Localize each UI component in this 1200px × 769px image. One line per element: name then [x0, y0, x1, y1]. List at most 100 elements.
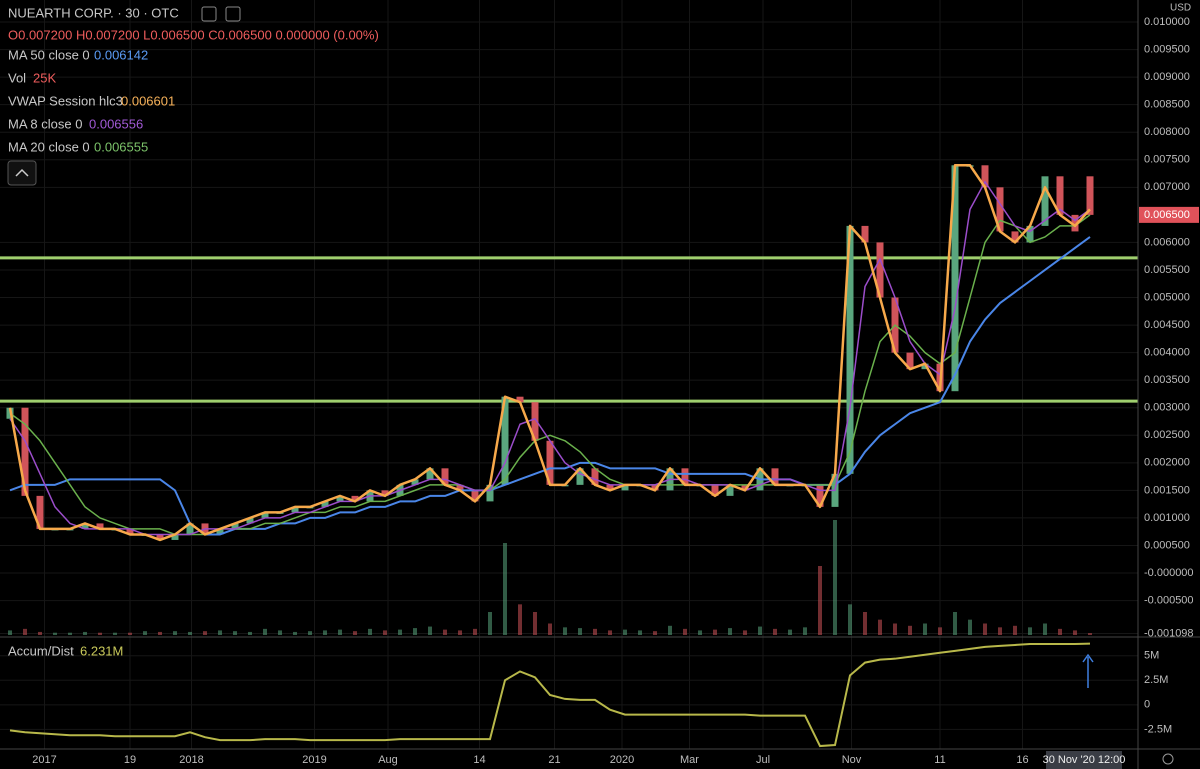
volume-bar — [128, 632, 132, 635]
legend-value: 0.006601 — [121, 93, 175, 108]
candle — [426, 468, 434, 480]
x-tick-label: 16 — [1016, 754, 1028, 766]
volume-bar — [383, 630, 387, 635]
volume-bar — [143, 631, 147, 635]
volume-bar — [938, 627, 942, 635]
candle — [1086, 176, 1094, 215]
candle — [456, 484, 464, 491]
candle — [681, 468, 689, 485]
x-tick-label: 2018 — [179, 754, 203, 766]
x-tick-label: 19 — [124, 754, 136, 766]
candle — [996, 187, 1004, 232]
candle — [1056, 176, 1064, 215]
ad-tick-label: 0 — [1144, 699, 1150, 711]
volume-bar — [1058, 628, 1062, 635]
plot — [0, 164, 1138, 748]
indicator-line — [8, 164, 1091, 542]
y-tick-label: -0.001098 — [1144, 627, 1194, 639]
x-tick-label: Aug — [378, 754, 398, 766]
y-tick-label: 0.006000 — [1144, 236, 1190, 248]
candle — [591, 468, 599, 485]
y-tick-label: -0.000000 — [1144, 567, 1194, 579]
volume-bar — [218, 630, 222, 635]
volume-bar — [578, 628, 582, 635]
volume-bar — [323, 630, 327, 635]
y-tick-label: 0.002000 — [1144, 457, 1190, 469]
volume-bar — [518, 604, 522, 635]
ohlc-text: O0.007200 H0.007200 L0.006500 C0.006500 … — [8, 27, 379, 42]
settings-icon[interactable] — [225, 6, 241, 22]
candle — [336, 495, 344, 502]
volume-bar — [38, 631, 42, 635]
candle — [381, 490, 389, 496]
indicator-line — [9, 181, 1091, 536]
volume-bar — [428, 626, 432, 635]
volume-bar — [353, 631, 357, 635]
candle — [231, 523, 239, 529]
candle — [546, 440, 554, 485]
candle — [411, 479, 419, 485]
volume-bar — [608, 630, 612, 635]
legend-name: MA 50 close 0 — [8, 47, 90, 62]
x-tick-label: Jul — [756, 754, 770, 766]
candle — [471, 490, 479, 502]
eye-icon[interactable] — [201, 6, 217, 22]
candle — [516, 396, 524, 403]
y-tick-label: 0.003500 — [1144, 374, 1190, 386]
volume-bar — [1073, 630, 1077, 635]
volume-bar — [398, 629, 402, 635]
collapse-icon — [15, 168, 29, 177]
legend-name: MA 20 close 0 — [8, 139, 90, 154]
volume-bar — [53, 632, 57, 635]
y-tick-label: 0.004500 — [1144, 319, 1190, 331]
volume-bar — [233, 631, 237, 635]
y-tick-label: 0.002500 — [1144, 429, 1190, 441]
y-tick-label: 0.008500 — [1144, 99, 1190, 111]
candle — [1026, 225, 1034, 243]
x-tick-label: 14 — [473, 754, 485, 766]
candle — [156, 534, 164, 540]
volume-bar — [623, 629, 627, 635]
volume-bar — [413, 628, 417, 635]
volume-bar — [173, 631, 177, 635]
candle — [711, 484, 719, 496]
candle — [1011, 231, 1019, 243]
volume-bar — [1028, 627, 1032, 635]
volume-bar — [533, 612, 537, 635]
volume-bar — [458, 630, 462, 635]
grid — [0, 0, 1138, 749]
volume-bar — [443, 629, 447, 635]
candle — [981, 165, 989, 188]
x-tick-label: 2017 — [32, 754, 56, 766]
legend-value: 0.006555 — [94, 139, 148, 154]
volume-bar — [758, 626, 762, 635]
currency: USD — [1170, 3, 1191, 14]
candle — [291, 506, 299, 513]
volume-bar — [338, 629, 342, 635]
candle — [771, 468, 779, 485]
volume-bar — [548, 623, 552, 635]
volume-bar — [983, 623, 987, 635]
candle — [816, 484, 824, 507]
settings-gear[interactable] — [1162, 753, 1174, 765]
candle — [36, 495, 44, 529]
candle — [486, 484, 494, 502]
volume-bar — [668, 625, 672, 635]
collapse-button[interactable] — [7, 160, 37, 186]
price-tag — [1139, 206, 1199, 223]
x-tick-label: 11 — [934, 754, 945, 766]
ad-name: Accum/Dist — [8, 643, 74, 658]
candle — [741, 484, 749, 491]
candle — [261, 512, 269, 518]
volume-bar — [473, 628, 477, 635]
candle — [576, 468, 584, 485]
x-tick-label: 2019 — [302, 754, 326, 766]
volume-bar — [1088, 633, 1092, 635]
legend-name: Vol — [8, 70, 26, 85]
volume-bar — [98, 632, 102, 635]
annotation-arrowhead — [1082, 653, 1094, 663]
ad-tick-label: 2.5M — [1144, 674, 1168, 686]
candle — [621, 484, 629, 491]
